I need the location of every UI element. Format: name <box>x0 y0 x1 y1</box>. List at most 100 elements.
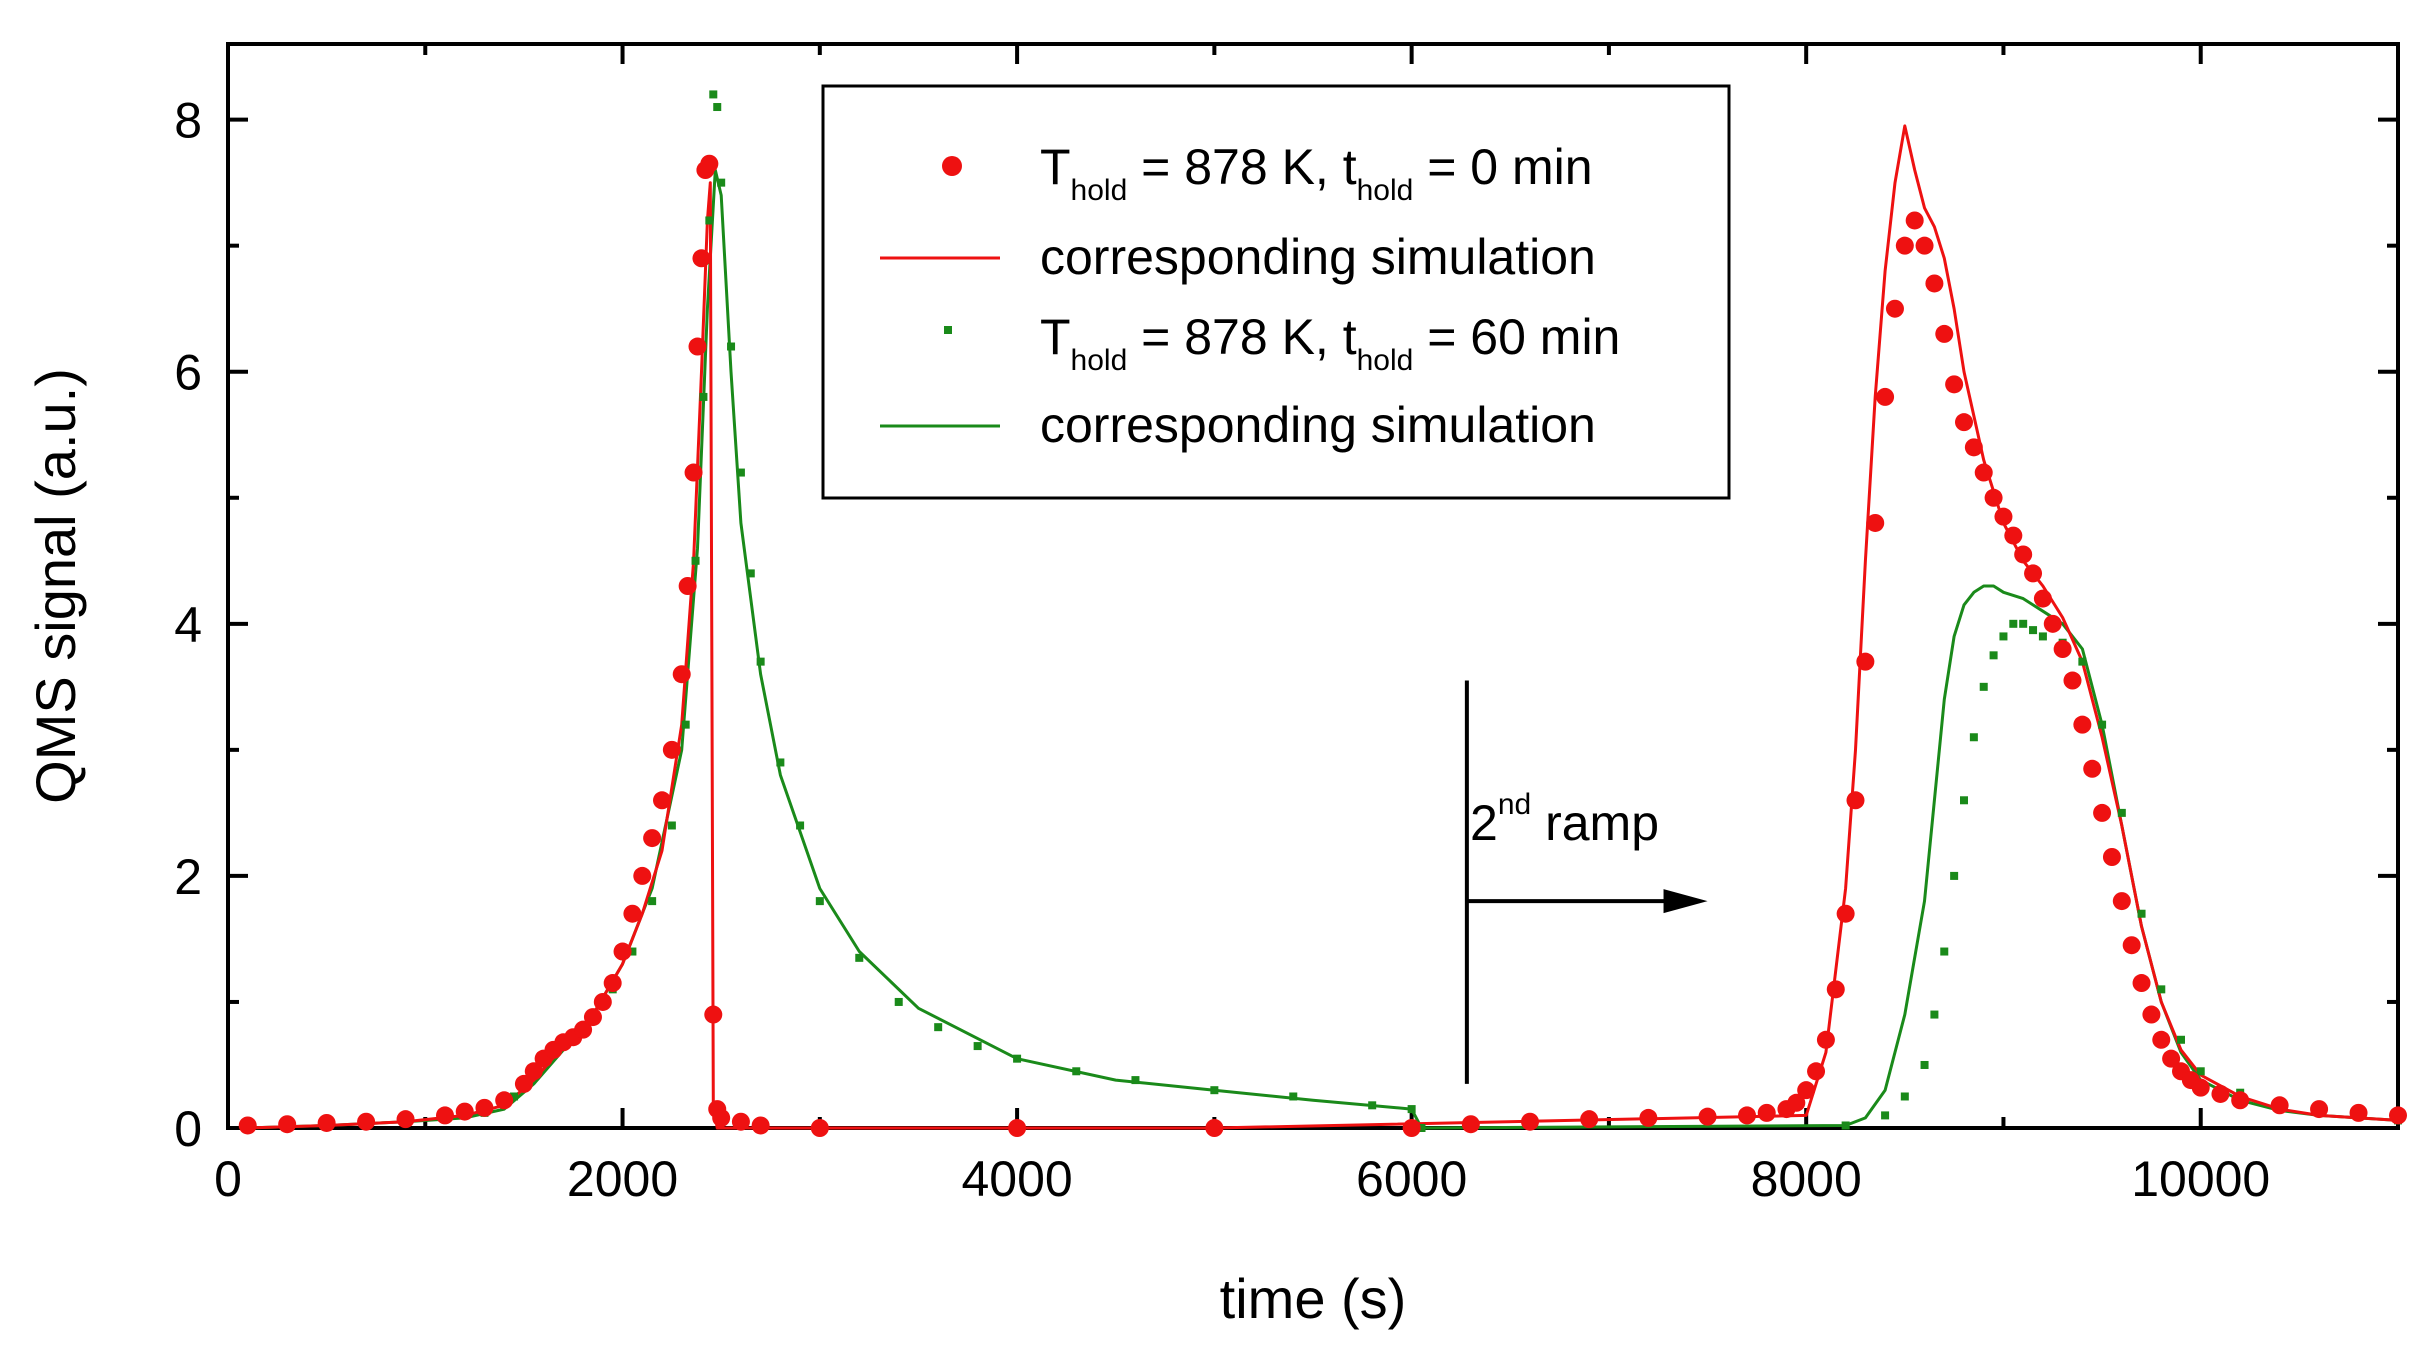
series-2-point <box>894 997 903 1006</box>
series-2-point <box>705 216 714 225</box>
series-0-point <box>574 1020 593 1039</box>
legend-entry-4: corresponding simulation <box>1040 397 1596 453</box>
series-0-point <box>1955 413 1973 432</box>
y-tick-label-4: 8 <box>174 93 202 149</box>
series-0-point <box>2191 1078 2210 1097</box>
series-0-point <box>751 1116 770 1135</box>
series-0-point <box>593 992 612 1011</box>
series-0-point <box>1866 513 1885 532</box>
series-0-point <box>1945 375 1964 394</box>
annotation-arrowhead <box>1663 889 1708 914</box>
series-0-point <box>1826 980 1845 999</box>
series-0-point <box>2211 1084 2230 1103</box>
series-2-point <box>709 90 718 99</box>
series-0-point <box>1915 236 1934 255</box>
series-2-point <box>727 342 736 351</box>
series-2-point <box>855 953 864 962</box>
series-0-point <box>1580 1110 1599 1129</box>
series-0-point <box>2083 759 2102 778</box>
series-2-point <box>1940 947 1949 956</box>
legend: Thold = 878 K, thold = 0 min correspondi… <box>821 84 1731 500</box>
series-0-point <box>684 463 703 482</box>
series-2-point <box>667 821 676 830</box>
series-2-point <box>1407 1105 1416 1114</box>
series-0-point <box>653 791 671 810</box>
series-2-point <box>2019 619 2028 628</box>
series-2-point <box>2029 626 2038 635</box>
series-0-point <box>1698 1107 1717 1126</box>
series-0-point <box>810 1119 829 1137</box>
series-2-point <box>796 821 805 830</box>
series-2-point <box>691 556 700 565</box>
series-2-point <box>1950 871 1959 880</box>
series-0-point <box>1205 1119 1224 1137</box>
series-2-point <box>736 468 745 477</box>
series-2-point <box>2157 985 2166 994</box>
series-2-point <box>1920 1060 1929 1069</box>
series-0-point <box>2162 1049 2181 1068</box>
series-0-point <box>2053 640 2072 659</box>
series-0-point <box>1008 1119 1027 1137</box>
series-0-point <box>357 1112 376 1131</box>
series-0-point <box>1994 507 2013 526</box>
series-0-point <box>2024 564 2043 583</box>
series-0-point <box>2063 671 2082 690</box>
series-0-point <box>1925 274 1944 293</box>
series-0-point <box>2033 589 2052 608</box>
series-0-point <box>1856 652 1875 671</box>
series-2-point <box>2078 657 2087 666</box>
series-2-point <box>713 103 722 112</box>
annotation-text: 2nd ramp <box>1470 788 1659 851</box>
x-tick-label-0: 0 <box>214 1151 242 1207</box>
series-2-point <box>1072 1067 1081 1076</box>
y-tick-label-3: 6 <box>174 345 202 401</box>
series-0-point <box>317 1113 336 1132</box>
series-2-point <box>1960 796 1968 805</box>
series-0-point <box>662 740 681 759</box>
series-0-point <box>692 249 711 268</box>
series-0-point <box>2122 936 2141 955</box>
x-axis-label: time (s) <box>1220 1267 1407 1330</box>
series-2-point <box>1841 1121 1850 1130</box>
series-2-point <box>1979 682 1988 691</box>
series-2-point <box>717 178 726 187</box>
series-2-point <box>2038 632 2047 641</box>
series-2-point <box>1881 1111 1890 1120</box>
series-2-point <box>510 1092 519 1101</box>
series-2-point <box>2098 720 2107 729</box>
series-1 <box>247 124 2399 1130</box>
series-2-point <box>1368 1101 1377 1110</box>
series-0-point <box>396 1110 415 1129</box>
y-tick-label-1: 2 <box>174 849 202 905</box>
series-0-point <box>1461 1115 1480 1134</box>
series-0-point <box>1402 1119 1421 1137</box>
series-0-point <box>2004 526 2023 545</box>
series-2-point <box>681 720 690 729</box>
series-0-point <box>2043 614 2062 633</box>
y-tick-label-0: 0 <box>174 1101 202 1157</box>
series-0-point <box>2073 715 2092 734</box>
legend-marker-red-dots <box>942 156 962 176</box>
series-0-point <box>704 1005 723 1024</box>
series-2-point <box>776 758 785 767</box>
series-2-point <box>1900 1092 1909 1101</box>
series-2-point <box>2009 619 2018 628</box>
series-0-point <box>1836 904 1855 923</box>
series-0-point <box>1797 1081 1816 1100</box>
series-2-point <box>1969 733 1978 742</box>
series-2-point <box>1417 1124 1426 1132</box>
series-0-point <box>495 1091 514 1110</box>
series-0-point <box>2310 1100 2329 1119</box>
series-2-point <box>628 947 637 956</box>
series-0-point <box>2093 803 2112 822</box>
series-2-point <box>746 569 755 578</box>
series-0-point <box>455 1102 474 1121</box>
series-0-point <box>672 665 691 684</box>
series-2-point <box>1131 1076 1140 1085</box>
y-tick-label-2: 4 <box>174 597 202 653</box>
series-0-point <box>2014 545 2033 564</box>
legend-box <box>821 84 1731 500</box>
series-0-point <box>678 577 697 595</box>
series-layer <box>238 90 2407 1137</box>
series-0-point <box>731 1112 750 1131</box>
